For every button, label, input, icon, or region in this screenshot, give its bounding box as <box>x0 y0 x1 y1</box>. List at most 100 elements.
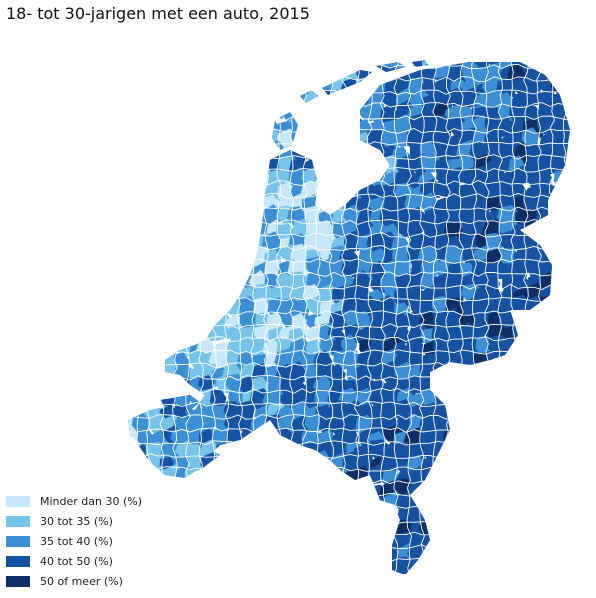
municipality-region <box>224 60 243 77</box>
municipality-region <box>186 573 205 575</box>
region-border <box>128 505 570 511</box>
municipality-region <box>482 534 503 556</box>
municipality-region <box>128 144 145 165</box>
municipality-region <box>187 257 209 280</box>
municipality-region <box>566 583 587 598</box>
municipality-region <box>134 224 154 246</box>
municipality-region <box>523 334 541 357</box>
municipality-region <box>173 273 192 292</box>
municipality-region <box>328 142 348 164</box>
municipality-region <box>449 453 471 474</box>
municipality-region <box>212 470 232 493</box>
municipality-region <box>497 376 518 400</box>
municipality-region <box>562 571 570 575</box>
municipality-region <box>497 530 513 552</box>
municipality-region <box>214 245 235 269</box>
municipality-region <box>172 493 193 514</box>
municipality-region <box>447 443 468 466</box>
municipality-region <box>473 569 496 575</box>
region-border <box>128 570 570 575</box>
municipality-region <box>368 248 388 266</box>
municipality-region <box>287 492 308 517</box>
municipality-region <box>249 559 272 575</box>
municipality-region <box>128 310 129 333</box>
municipality-region <box>262 466 284 485</box>
municipality-region <box>128 60 147 85</box>
legend-item-35-40: 35 tot 40 (%) <box>6 531 142 551</box>
municipality-region <box>161 129 181 152</box>
municipality-region <box>238 195 261 213</box>
municipality-region <box>128 220 143 245</box>
municipality-region <box>395 573 418 575</box>
municipality-region <box>482 492 502 516</box>
municipality-region <box>132 60 150 69</box>
municipality-region <box>188 106 211 129</box>
legend-swatch <box>6 515 30 527</box>
municipality-region <box>536 541 560 564</box>
municipality-region <box>306 545 329 567</box>
municipality-region <box>235 560 257 575</box>
legend: Minder dan 30 (%) 30 tot 35 (%) 35 tot 4… <box>6 491 142 591</box>
municipality-region <box>145 477 169 500</box>
municipality-region <box>332 37 352 57</box>
municipality-region <box>147 142 166 164</box>
municipality-region <box>226 75 248 96</box>
municipality-region <box>281 509 298 529</box>
municipality-region <box>251 530 268 552</box>
municipality-region <box>461 506 479 524</box>
municipality-region <box>579 260 596 280</box>
municipality-region <box>158 587 178 598</box>
municipality-region <box>226 478 247 499</box>
municipality-region <box>212 129 235 151</box>
municipality-region <box>565 312 570 332</box>
municipality-region <box>566 192 570 212</box>
municipality-region <box>212 282 236 308</box>
municipality-region <box>148 75 165 98</box>
municipality-region <box>159 572 180 575</box>
municipality-region <box>187 531 208 556</box>
municipality-region <box>379 209 399 228</box>
municipality-region <box>161 41 179 60</box>
municipality-region <box>497 365 515 385</box>
municipality-region <box>580 451 596 476</box>
municipality-region <box>240 522 263 540</box>
municipality-region <box>128 206 141 230</box>
municipality-region <box>227 259 245 283</box>
municipality-region <box>575 102 596 122</box>
municipality-region <box>367 560 389 575</box>
municipality-region <box>315 164 336 188</box>
municipality-region <box>313 100 333 122</box>
municipality-region <box>552 269 570 290</box>
municipality-region <box>173 530 195 551</box>
municipality-region <box>554 313 570 337</box>
municipality-region <box>133 230 152 253</box>
municipality-region <box>436 365 457 388</box>
municipality-region <box>209 585 227 598</box>
municipality-region <box>442 520 461 541</box>
municipality-region <box>565 517 570 537</box>
municipality-region <box>213 60 236 76</box>
municipality-region <box>576 276 595 295</box>
municipality-region <box>567 496 570 515</box>
municipality-region <box>161 297 182 322</box>
municipality-region <box>198 481 217 502</box>
municipality-region <box>132 183 153 209</box>
municipality-region <box>144 352 167 373</box>
municipality-region <box>485 583 503 598</box>
municipality-region <box>187 273 206 295</box>
municipality-region <box>548 452 566 478</box>
municipality-region <box>135 324 155 344</box>
municipality-region <box>575 353 596 373</box>
municipality-region <box>496 546 518 570</box>
municipality-region <box>510 377 529 398</box>
municipality-region <box>239 155 259 178</box>
municipality-region <box>525 573 546 575</box>
municipality-region <box>498 443 515 463</box>
legend-label: 50 of meer (%) <box>40 574 123 588</box>
municipality-region <box>332 534 354 557</box>
municipality-region <box>239 39 256 56</box>
municipality-region <box>326 128 349 148</box>
municipality-region <box>522 352 542 371</box>
municipality-region <box>225 517 244 540</box>
municipality-region <box>136 127 157 148</box>
